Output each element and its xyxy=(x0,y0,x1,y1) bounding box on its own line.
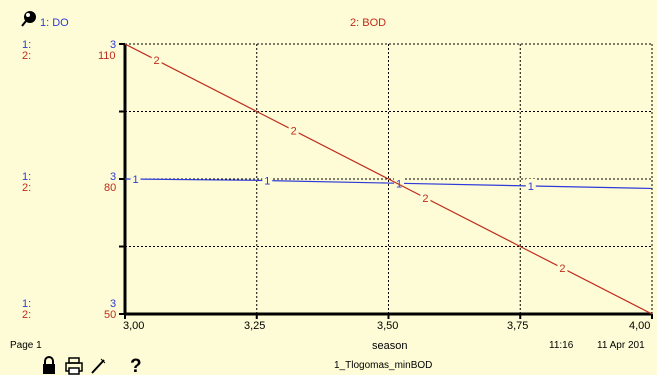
help-icon[interactable]: ? xyxy=(127,355,147,375)
axis-bottom-series2-idx: 2: xyxy=(22,309,32,321)
axis-top-series2-idx: 2: xyxy=(22,50,32,62)
series-marker-1: 1 xyxy=(264,176,270,188)
axis-bottom-series2-value: 50 xyxy=(104,309,117,321)
axis-bottom-series1-idx: 1: xyxy=(22,298,32,310)
model-name: 1_Tlogomas_minBOD xyxy=(334,360,433,371)
lock-icon[interactable] xyxy=(40,355,58,375)
axis-mid-series1-value: 3 xyxy=(110,171,117,183)
series-marker-2: 2 xyxy=(291,125,297,137)
series-marker-bg xyxy=(525,178,536,191)
pencil-icon[interactable] xyxy=(89,357,107,375)
series-marker-2: 2 xyxy=(422,193,428,205)
axis-mid-series2-idx: 2: xyxy=(22,182,32,194)
x-tick-label: 3,75 xyxy=(507,320,529,332)
series-marker-2: 2 xyxy=(559,263,565,275)
axis-top-series1-idx: 1: xyxy=(22,39,32,51)
date-stamp: 11 Apr 201 xyxy=(597,340,645,351)
series-marker-bg xyxy=(151,53,162,66)
series-marker-bg xyxy=(420,190,431,203)
series-marker-1: 1 xyxy=(132,174,138,186)
axis-bottom-series1-value: 3 xyxy=(110,298,117,310)
x-tick-label: 3,50 xyxy=(377,320,399,332)
axis-mid-series1-idx: 1: xyxy=(22,171,32,183)
series-marker-bg xyxy=(557,261,568,274)
key-pin-icon[interactable] xyxy=(20,10,38,28)
x-tick-label: 3,00 xyxy=(123,320,145,332)
series-marker-bg xyxy=(130,172,141,185)
axis-top-series1-value: 3 xyxy=(110,39,117,51)
graph-toolbar: ? xyxy=(40,352,147,375)
series-line-1 xyxy=(124,178,653,190)
series-1-header: 1: DO xyxy=(40,17,69,29)
series-2-header: 2: BOD xyxy=(350,17,387,29)
series-marker-1: 1 xyxy=(528,181,534,193)
series-marker-bg xyxy=(288,123,299,136)
series-marker-bg xyxy=(262,173,273,186)
print-icon[interactable] xyxy=(64,357,84,375)
clock-time: 11:16 xyxy=(549,340,574,351)
axis-top-series2-value: 110 xyxy=(98,50,116,62)
axis-mid-series2-value: 80 xyxy=(104,182,117,194)
series-marker-bg xyxy=(394,176,405,189)
x-tick-label: 3,25 xyxy=(244,320,266,332)
svg-text:?: ? xyxy=(130,356,142,375)
x-tick-label: 4,00 xyxy=(629,320,651,332)
page-label: Page 1 xyxy=(10,340,42,351)
series-marker-2: 2 xyxy=(154,55,160,67)
x-axis-label: season xyxy=(372,340,408,352)
